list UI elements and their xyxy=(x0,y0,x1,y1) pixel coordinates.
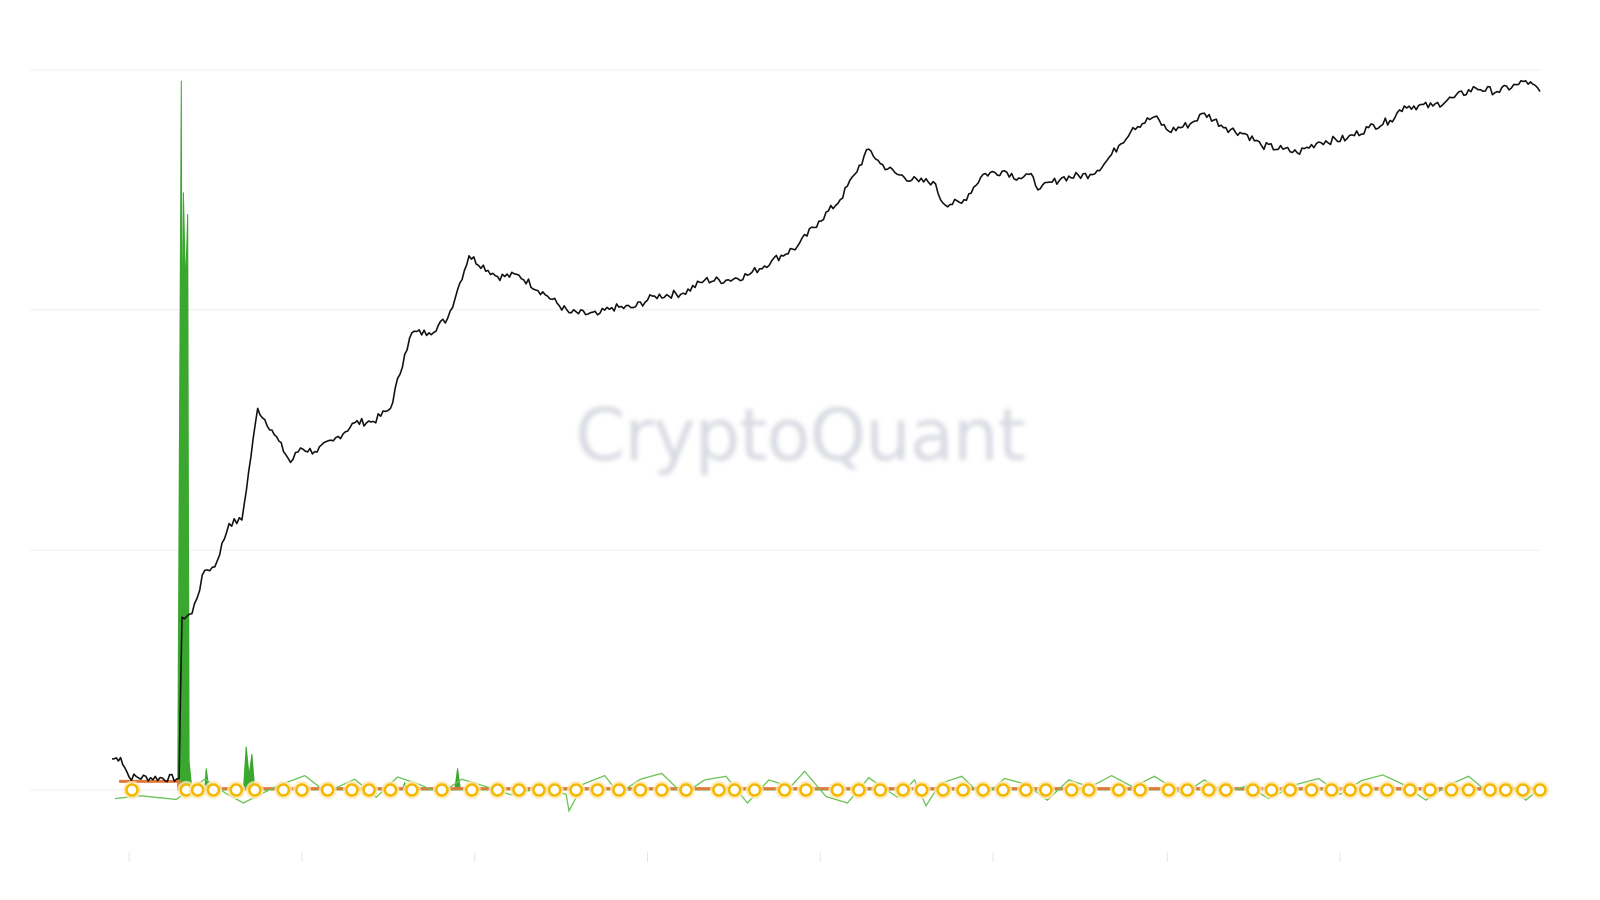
signal-marker-55 xyxy=(1359,783,1373,797)
signal-marker-25 xyxy=(712,783,726,797)
signal-marker-35 xyxy=(936,783,950,797)
signal-marker-30 xyxy=(830,783,845,797)
signal-marker-44 xyxy=(1133,783,1147,797)
signal-marker-62 xyxy=(1498,783,1513,797)
signal-marker-27 xyxy=(747,783,762,797)
series-price-line xyxy=(111,79,1541,783)
signal-marker-32 xyxy=(873,783,888,797)
signal-marker-6 xyxy=(276,783,291,797)
signal-marker-52 xyxy=(1304,783,1319,797)
signal-marker-58 xyxy=(1423,783,1437,797)
signal-marker-7 xyxy=(295,783,309,797)
signal-marker-41 xyxy=(1064,783,1079,797)
signal-marker-10 xyxy=(362,783,376,797)
signal-marker-38 xyxy=(996,783,1010,797)
signal-marker-45 xyxy=(1161,783,1176,797)
signal-marker-15 xyxy=(490,783,505,797)
signal-marker-39 xyxy=(1019,783,1033,797)
signal-marker-23 xyxy=(655,783,669,797)
signal-marker-18 xyxy=(547,783,562,797)
signal-marker-64 xyxy=(1533,783,1547,797)
signal-marker-47 xyxy=(1201,783,1216,797)
signal-marker-43 xyxy=(1111,783,1126,797)
watermark: CryptoQuant xyxy=(575,393,1025,477)
signal-marker-21 xyxy=(612,783,626,797)
signal-marker-63 xyxy=(1516,783,1530,797)
signal-marker-53 xyxy=(1324,783,1339,797)
signal-marker-46 xyxy=(1180,783,1195,797)
signal-marker-0 xyxy=(125,783,139,797)
signal-marker-50 xyxy=(1264,783,1279,797)
signal-marker-37 xyxy=(976,783,990,797)
signal-marker-14 xyxy=(465,783,479,797)
signal-marker-31 xyxy=(852,783,866,797)
signal-marker-36 xyxy=(956,783,970,797)
signal-marker-17 xyxy=(532,783,546,797)
series-green-oscillator xyxy=(114,770,1541,813)
signal-marker-26 xyxy=(727,783,742,797)
signal-marker-4 xyxy=(229,783,243,797)
signal-marker-57 xyxy=(1403,783,1417,797)
signal-markers xyxy=(122,781,1549,799)
signal-marker-12 xyxy=(405,783,419,797)
signal-marker-42 xyxy=(1082,783,1096,797)
signal-marker-40 xyxy=(1039,783,1053,797)
signal-marker-24 xyxy=(679,783,693,797)
signal-marker-56 xyxy=(1380,783,1394,797)
signal-marker-8 xyxy=(320,783,335,797)
signal-marker-51 xyxy=(1283,783,1297,797)
signal-marker-9 xyxy=(345,783,359,797)
signal-marker-22 xyxy=(633,783,648,797)
signal-marker-60 xyxy=(1461,783,1476,797)
signal-marker-5 xyxy=(248,783,262,797)
signal-marker-29 xyxy=(799,783,813,797)
signal-marker-59 xyxy=(1444,783,1459,797)
signal-marker-19 xyxy=(569,783,583,797)
signal-marker-20 xyxy=(590,783,605,797)
signal-marker-28 xyxy=(777,783,792,797)
x-axis-ticks xyxy=(128,852,1341,862)
signal-marker-48 xyxy=(1219,783,1233,797)
signal-marker-33 xyxy=(896,783,910,797)
signal-marker-11 xyxy=(383,783,398,797)
signal-marker-49 xyxy=(1246,783,1260,797)
signal-marker-2 xyxy=(190,783,205,797)
signal-marker-34 xyxy=(914,783,929,797)
signal-marker-61 xyxy=(1483,783,1497,797)
signal-marker-13 xyxy=(435,783,449,797)
signal-marker-16 xyxy=(512,783,526,797)
signal-marker-3 xyxy=(206,783,221,797)
signal-marker-54 xyxy=(1343,783,1357,797)
